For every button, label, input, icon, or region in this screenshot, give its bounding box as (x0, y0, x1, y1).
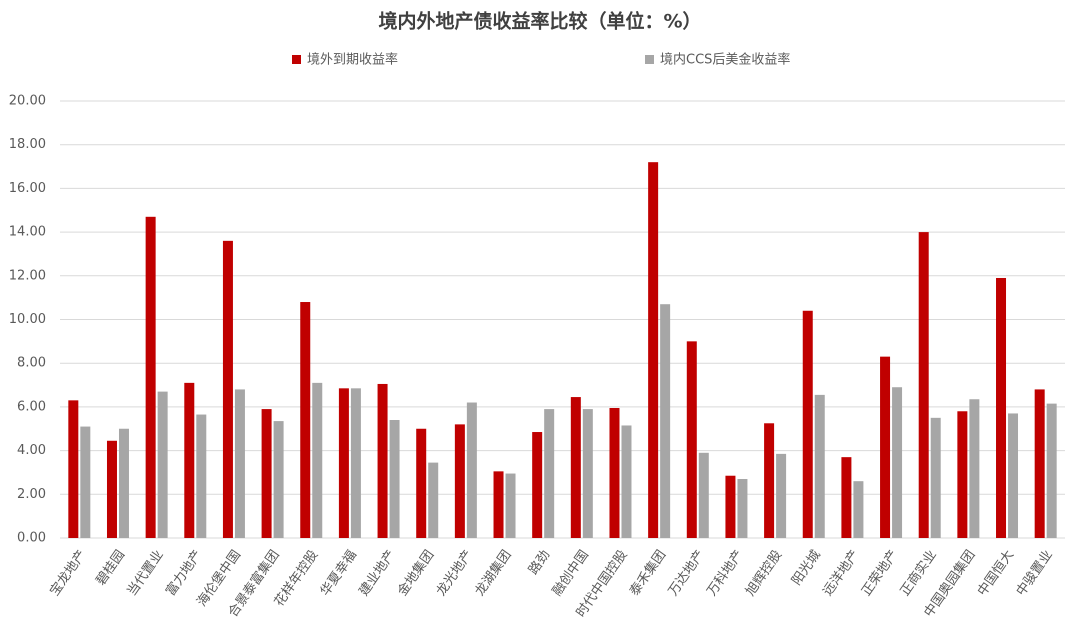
chart-title: 境内外地产债收益率比较（单位：%） (378, 10, 701, 33)
bar (764, 423, 775, 538)
x-tick-label: 远洋地产 (820, 548, 862, 599)
bar (312, 382, 323, 538)
x-tick-label: 正荣地产 (859, 548, 901, 599)
y-tick-label: 2.00 (17, 487, 46, 502)
bar (853, 481, 864, 538)
bar (737, 479, 748, 538)
bar (544, 409, 555, 538)
bar (505, 473, 516, 538)
bar (660, 304, 671, 538)
x-tick-label: 当代置业 (125, 548, 167, 599)
y-tick-label: 20.00 (9, 94, 46, 109)
y-tick-label: 0.00 (17, 531, 46, 546)
x-tick-label: 金地集团 (394, 547, 437, 599)
y-tick-label: 6.00 (17, 399, 46, 414)
bar (80, 426, 91, 538)
bar (609, 407, 620, 538)
x-tick-label: 龙光地产 (434, 548, 476, 599)
y-tick-label: 4.00 (17, 443, 46, 458)
bar (300, 302, 311, 538)
bar (157, 391, 168, 538)
bar (389, 420, 400, 538)
bar (841, 457, 852, 538)
x-tick-label: 富力地产 (162, 547, 205, 599)
bar (222, 240, 233, 538)
bar (184, 382, 195, 538)
bar (918, 232, 929, 538)
x-tick-label: 建业地产 (357, 548, 399, 599)
bar (880, 356, 891, 538)
bar (957, 411, 968, 538)
y-tick-label: 14.00 (9, 225, 46, 240)
y-tick-label: 10.00 (9, 312, 46, 327)
legend-label: 境外到期收益率 (307, 52, 398, 68)
bar (428, 462, 439, 538)
bar (1034, 389, 1045, 538)
y-tick-label: 18.00 (9, 137, 46, 152)
bar (582, 409, 593, 538)
bar (1046, 403, 1057, 538)
x-tick-label: 中骏置业 (1014, 548, 1056, 599)
x-tick-label: 万达地产 (666, 548, 708, 599)
x-tick-label: 路劲 (525, 547, 553, 577)
bar (106, 440, 117, 538)
bar (118, 428, 129, 538)
y-tick-label: 12.00 (9, 268, 46, 283)
bar (814, 394, 825, 538)
bar (570, 397, 581, 538)
x-tick-label: 碧桂园 (93, 548, 128, 589)
legend-swatch (292, 55, 301, 64)
bar (648, 162, 659, 538)
x-tick-label: 中国恒大 (975, 548, 1017, 599)
x-tick-label: 融创中国 (550, 548, 592, 599)
bar (996, 277, 1007, 538)
bar (802, 310, 813, 538)
x-tick-label: 泰禾集团 (626, 547, 669, 599)
x-tick-label: 龙湖集团 (472, 547, 515, 599)
bar (532, 432, 543, 538)
bar (145, 216, 156, 538)
x-tick-label: 华夏幸福 (318, 548, 360, 599)
x-tick-label: 阳光城 (789, 548, 824, 589)
x-tick-label: 宝龙地产 (47, 548, 89, 599)
bar (686, 341, 697, 538)
x-tick-label: 旭辉控股 (743, 548, 785, 599)
x-tick-label: 万科地产 (704, 548, 746, 599)
legend-swatch (645, 55, 654, 64)
bar (493, 471, 504, 538)
bar (930, 417, 941, 538)
x-tick-label: 正商实业 (898, 548, 940, 599)
bar (234, 389, 245, 538)
bar (621, 425, 632, 538)
bar (969, 399, 980, 538)
bar (416, 428, 427, 538)
bar (466, 402, 477, 538)
bar (698, 452, 709, 538)
bar (454, 424, 465, 538)
bar (892, 387, 903, 538)
bar (273, 421, 284, 538)
bar (196, 414, 207, 538)
y-tick-label: 16.00 (9, 181, 46, 196)
bar (68, 400, 79, 538)
bar (776, 453, 787, 538)
bar (725, 475, 736, 538)
bar (377, 383, 388, 538)
bar (338, 388, 349, 538)
bar (1008, 413, 1019, 538)
bar (261, 409, 272, 538)
bar (350, 388, 361, 538)
y-tick-label: 8.00 (17, 356, 46, 371)
legend-label: 境内CCS后美金收益率 (660, 52, 790, 68)
